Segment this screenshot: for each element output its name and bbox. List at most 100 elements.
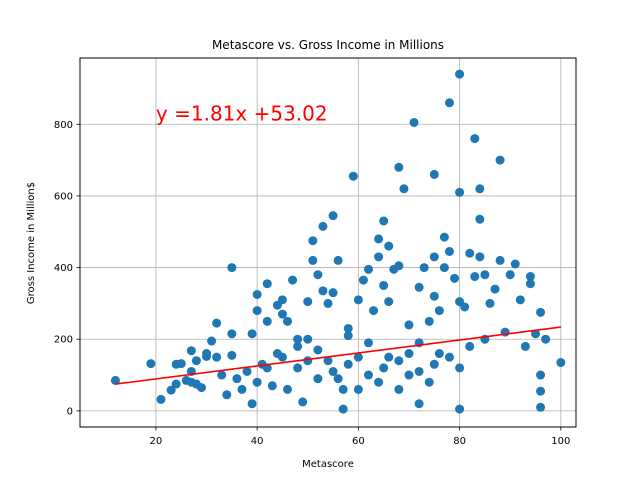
data-point (414, 366, 424, 376)
data-point (212, 318, 222, 328)
x-tick-label: 100 (551, 436, 570, 447)
y-tick-label: 800 (54, 120, 73, 131)
data-point (227, 329, 237, 339)
data-point (298, 397, 308, 407)
data-point (252, 289, 262, 299)
data-point (242, 366, 252, 376)
data-point (394, 162, 404, 172)
data-point (490, 284, 500, 294)
data-point (110, 375, 120, 385)
data-point (313, 270, 323, 280)
data-point (404, 349, 414, 359)
y-axis-label: Gross Income in Million$ (26, 182, 37, 304)
x-tick-label: 80 (453, 436, 466, 447)
data-point (328, 288, 338, 298)
data-point (394, 356, 404, 366)
data-point (338, 404, 348, 414)
data-point (363, 264, 373, 274)
data-point (196, 383, 206, 393)
data-point (247, 329, 257, 339)
data-point (531, 329, 541, 339)
data-point (374, 252, 384, 262)
data-point (424, 377, 434, 387)
data-point (186, 346, 196, 356)
data-point (323, 356, 333, 366)
data-point (343, 323, 353, 333)
data-point (293, 363, 303, 373)
data-point (288, 275, 298, 285)
data-point (283, 384, 293, 394)
regression-line-group (115, 326, 561, 385)
data-point (505, 270, 515, 280)
data-point (303, 334, 313, 344)
data-point (541, 334, 551, 344)
data-point (450, 273, 460, 283)
data-point (156, 394, 166, 404)
data-point (146, 359, 156, 369)
data-point (343, 359, 353, 369)
data-point (338, 384, 348, 394)
data-point (475, 252, 485, 262)
data-point (333, 374, 343, 384)
data-point (434, 349, 444, 359)
data-point (429, 291, 439, 301)
data-point (384, 241, 394, 251)
data-point (247, 399, 257, 409)
data-point (308, 255, 318, 265)
data-point (379, 280, 389, 290)
data-point (470, 134, 480, 144)
data-point (455, 69, 465, 79)
data-point (166, 385, 176, 395)
data-point (409, 117, 419, 127)
data-point (384, 297, 394, 307)
data-point (227, 350, 237, 360)
data-point (525, 279, 535, 289)
x-tick-label: 60 (352, 436, 365, 447)
data-point (252, 306, 262, 316)
data-point (460, 302, 470, 312)
data-point (207, 336, 217, 346)
data-point (323, 298, 333, 308)
data-point (283, 316, 293, 326)
data-point (419, 263, 429, 273)
data-point (424, 316, 434, 326)
data-point (465, 341, 475, 351)
regression-equation-label: y =1.81x +53.02 (156, 102, 328, 126)
data-point (525, 272, 535, 282)
data-point (455, 363, 465, 373)
data-point (262, 316, 272, 326)
data-point (480, 270, 490, 280)
data-point (429, 169, 439, 179)
y-tick-label: 600 (54, 191, 73, 202)
data-point (308, 236, 318, 246)
axis-ticks: 20 40 60 80 100 0 200 400 600 800 (54, 120, 570, 447)
data-point (227, 263, 237, 273)
x-axis-label: Metascore (302, 459, 354, 470)
data-point (470, 272, 480, 282)
data-point (171, 379, 181, 389)
data-point (363, 338, 373, 348)
data-point (328, 366, 338, 376)
data-point (353, 384, 363, 394)
data-point (358, 275, 368, 285)
data-point (313, 374, 323, 384)
data-point (176, 359, 186, 369)
x-tick-label: 40 (251, 436, 264, 447)
data-point (237, 384, 247, 394)
data-point (379, 216, 389, 226)
data-point (465, 248, 475, 258)
data-point (384, 352, 394, 362)
data-point (353, 352, 363, 362)
data-point (217, 370, 227, 380)
data-point (520, 341, 530, 351)
data-point (262, 279, 272, 289)
data-point (455, 404, 465, 414)
data-point (495, 155, 505, 165)
data-point (475, 214, 485, 224)
chart-title: Metascore vs. Gross Income in Millions (212, 38, 444, 52)
data-point (232, 374, 242, 384)
data-point (495, 255, 505, 265)
data-point (293, 334, 303, 344)
